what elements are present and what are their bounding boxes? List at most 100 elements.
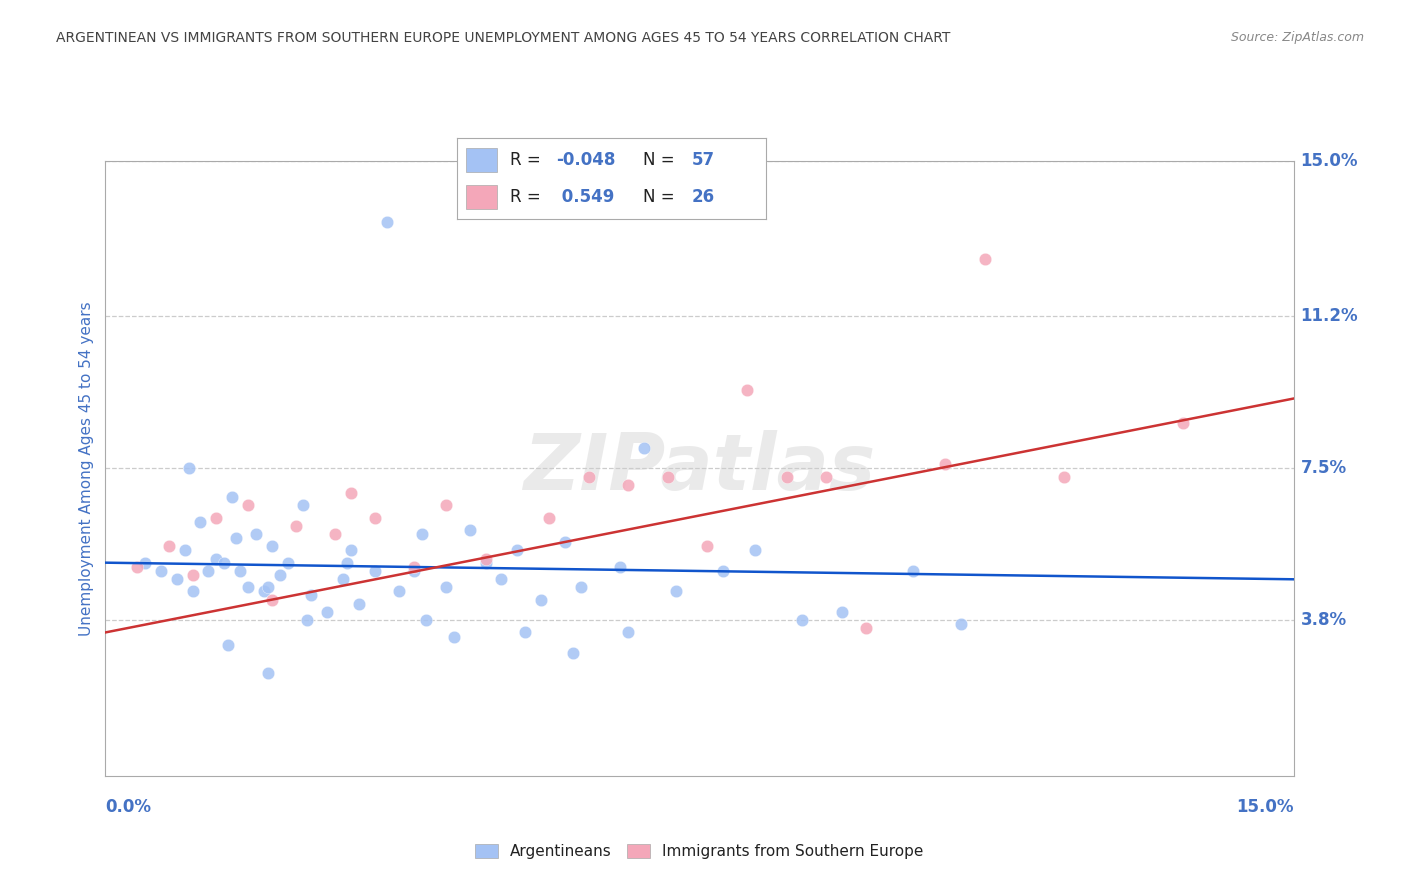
Point <box>284 518 307 533</box>
Point <box>815 469 838 483</box>
Text: N =: N = <box>643 188 679 206</box>
Point <box>332 572 354 586</box>
Point <box>277 556 299 570</box>
Point <box>260 592 283 607</box>
Point <box>404 559 426 574</box>
Point <box>217 638 239 652</box>
Text: N =: N = <box>643 151 679 169</box>
Point <box>1171 416 1194 430</box>
Point <box>245 527 267 541</box>
Point <box>205 510 228 524</box>
Y-axis label: Unemployment Among Ages 45 to 54 years: Unemployment Among Ages 45 to 54 years <box>79 301 94 636</box>
Point <box>949 617 972 632</box>
Text: R =: R = <box>509 151 546 169</box>
Point <box>617 625 640 640</box>
Point <box>537 510 560 524</box>
Point <box>297 613 319 627</box>
Point <box>855 621 877 635</box>
Point <box>221 490 243 504</box>
Text: 15.0%: 15.0% <box>1301 152 1358 169</box>
Point <box>323 527 346 541</box>
Point <box>831 605 853 619</box>
Point <box>190 515 212 529</box>
Point <box>149 564 172 578</box>
Point <box>569 580 592 594</box>
Point <box>657 469 679 483</box>
Point <box>578 469 600 483</box>
FancyBboxPatch shape <box>467 185 498 209</box>
Point <box>375 215 398 229</box>
Point <box>633 441 655 455</box>
Point <box>474 551 496 566</box>
Point <box>1053 469 1076 483</box>
Text: 7.5%: 7.5% <box>1301 459 1347 477</box>
Point <box>561 646 583 660</box>
Point <box>617 477 640 491</box>
Legend: Argentineans, Immigrants from Southern Europe: Argentineans, Immigrants from Southern E… <box>468 837 931 867</box>
Point <box>205 551 228 566</box>
Point <box>173 543 195 558</box>
Point <box>292 498 315 512</box>
Text: -0.048: -0.048 <box>555 151 616 169</box>
Point <box>340 486 363 500</box>
Point <box>735 384 758 398</box>
Point <box>696 539 718 553</box>
Text: ZIPatlas: ZIPatlas <box>523 430 876 507</box>
Point <box>973 252 995 266</box>
Point <box>253 584 276 599</box>
Point <box>744 543 766 558</box>
Point <box>256 580 278 594</box>
Point <box>316 605 339 619</box>
Point <box>434 498 457 512</box>
Point <box>299 589 322 603</box>
Point <box>792 613 814 627</box>
Point <box>134 556 156 570</box>
Point <box>236 580 259 594</box>
Point <box>404 564 426 578</box>
Point <box>458 523 481 537</box>
Text: 57: 57 <box>692 151 716 169</box>
Point <box>515 625 537 640</box>
Point <box>157 539 180 553</box>
Text: 0.549: 0.549 <box>555 188 614 206</box>
Text: 0.0%: 0.0% <box>105 798 152 816</box>
Point <box>236 498 259 512</box>
Point <box>127 559 149 574</box>
Point <box>197 564 219 578</box>
FancyBboxPatch shape <box>467 148 498 172</box>
Point <box>364 564 387 578</box>
Point <box>181 584 204 599</box>
Point <box>340 543 363 558</box>
Point <box>934 457 956 471</box>
Point <box>411 527 433 541</box>
Point <box>711 564 734 578</box>
Point <box>530 592 553 607</box>
Point <box>181 568 204 582</box>
Point <box>775 469 797 483</box>
Point <box>177 461 200 475</box>
Point <box>609 559 631 574</box>
Text: 11.2%: 11.2% <box>1301 308 1358 326</box>
Point <box>225 531 247 545</box>
Point <box>387 584 409 599</box>
Point <box>214 556 236 570</box>
Point <box>347 597 370 611</box>
Point <box>434 580 457 594</box>
Point <box>166 572 188 586</box>
Point <box>229 564 252 578</box>
Point <box>336 556 359 570</box>
Point <box>260 539 283 553</box>
Point <box>665 584 688 599</box>
Text: R =: R = <box>509 188 546 206</box>
Point <box>491 572 513 586</box>
Text: ARGENTINEAN VS IMMIGRANTS FROM SOUTHERN EUROPE UNEMPLOYMENT AMONG AGES 45 TO 54 : ARGENTINEAN VS IMMIGRANTS FROM SOUTHERN … <box>56 31 950 45</box>
Text: 15.0%: 15.0% <box>1236 798 1294 816</box>
Point <box>554 535 576 549</box>
Point <box>506 543 529 558</box>
Point <box>269 568 291 582</box>
Text: Source: ZipAtlas.com: Source: ZipAtlas.com <box>1230 31 1364 45</box>
Text: 26: 26 <box>692 188 716 206</box>
Point <box>415 613 437 627</box>
Text: 3.8%: 3.8% <box>1301 611 1347 629</box>
Point <box>364 510 387 524</box>
